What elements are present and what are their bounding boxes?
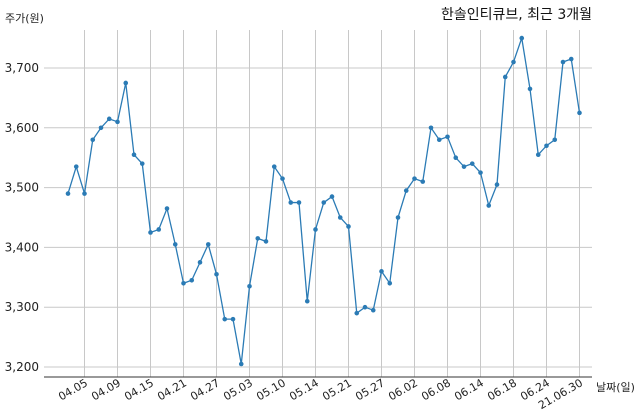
data-point bbox=[230, 316, 236, 322]
data-point bbox=[271, 164, 277, 169]
data-point bbox=[106, 116, 112, 122]
data-point bbox=[304, 298, 310, 304]
data-point bbox=[123, 80, 129, 86]
data-point bbox=[280, 176, 285, 181]
data-point bbox=[82, 191, 87, 196]
data-point bbox=[164, 206, 170, 211]
x-tick-label: 06.02 bbox=[386, 376, 420, 403]
x-tick-label: 05.10 bbox=[254, 376, 288, 403]
data-point bbox=[412, 176, 417, 181]
data-point bbox=[73, 164, 79, 169]
x-tick-label: 06.18 bbox=[485, 376, 519, 403]
data-point bbox=[115, 119, 120, 125]
data-point bbox=[552, 137, 558, 143]
x-tick-label: 05.14 bbox=[287, 376, 321, 403]
data-point bbox=[494, 182, 500, 187]
data-point bbox=[461, 164, 467, 169]
data-point bbox=[527, 86, 533, 92]
data-point bbox=[65, 191, 71, 196]
data-point bbox=[403, 188, 409, 193]
x-tick-label: 05.03 bbox=[221, 376, 255, 403]
data-point bbox=[131, 152, 137, 158]
data-point bbox=[420, 179, 426, 184]
data-point bbox=[379, 269, 384, 274]
data-point bbox=[288, 200, 294, 205]
data-point bbox=[428, 125, 434, 131]
x-tick-label: 06.08 bbox=[419, 376, 453, 403]
data-point bbox=[181, 280, 186, 286]
x-tick-label: 05.21 bbox=[320, 376, 354, 403]
data-point bbox=[321, 200, 327, 205]
data-point bbox=[362, 304, 368, 310]
data-point bbox=[238, 361, 244, 367]
data-point bbox=[354, 310, 360, 316]
data-point bbox=[313, 227, 318, 232]
x-tick-label: 04.15 bbox=[122, 376, 156, 403]
data-point bbox=[445, 134, 450, 140]
y-tick-label: 3,600 bbox=[5, 121, 39, 135]
data-point bbox=[519, 35, 525, 41]
chart-title: 한솔인티큐브, 최근 3개월 bbox=[441, 7, 592, 23]
y-tick-label: 3,300 bbox=[5, 300, 39, 314]
y-axis-label: 주가(원) bbox=[5, 12, 44, 25]
data-point bbox=[98, 125, 104, 131]
data-point bbox=[296, 200, 302, 205]
grid-lines bbox=[44, 30, 592, 377]
data-point bbox=[577, 110, 582, 116]
data-point bbox=[469, 161, 475, 166]
data-point bbox=[214, 272, 219, 277]
data-point bbox=[370, 307, 376, 313]
data-point bbox=[511, 59, 516, 65]
data-point bbox=[247, 283, 252, 289]
x-tick-label: 04.21 bbox=[155, 376, 189, 403]
data-point bbox=[156, 227, 162, 232]
y-tick-label: 3,500 bbox=[5, 181, 39, 195]
y-tick-label: 3,400 bbox=[5, 240, 39, 254]
data-point bbox=[560, 59, 566, 65]
x-axis-ticks: 04.05 04.09 04.15 04.21 04.27 05.03 05.10 05.14… bbox=[56, 376, 585, 412]
data-point bbox=[263, 239, 269, 244]
y-tick-label: 3,200 bbox=[5, 360, 39, 374]
data-point bbox=[486, 203, 492, 208]
data-point bbox=[453, 155, 459, 160]
data-point bbox=[346, 224, 351, 229]
data-point bbox=[329, 194, 335, 199]
x-tick-label: 05.27 bbox=[353, 376, 387, 403]
data-point bbox=[387, 280, 393, 286]
data-point bbox=[148, 230, 153, 235]
data-point bbox=[205, 242, 211, 247]
x-tick-label: 04.09 bbox=[89, 376, 123, 403]
x-tick-label: 04.05 bbox=[56, 376, 90, 403]
data-point bbox=[255, 236, 261, 241]
x-tick-label: 04.27 bbox=[188, 376, 222, 403]
data-point bbox=[544, 143, 549, 149]
data-point bbox=[502, 74, 508, 80]
x-axis-label: 날짜(일) bbox=[596, 380, 635, 394]
data-point bbox=[172, 242, 178, 247]
data-point bbox=[535, 152, 541, 158]
data-point bbox=[568, 56, 574, 62]
data-point bbox=[139, 161, 145, 166]
data-point bbox=[395, 215, 401, 220]
price-series-points bbox=[65, 35, 582, 367]
data-point bbox=[90, 137, 96, 143]
y-axis-ticks: 3,200 3,300 3,400 3,500 3,600 3,700 bbox=[5, 61, 39, 374]
y-tick-label: 3,700 bbox=[5, 61, 39, 75]
data-point bbox=[189, 277, 195, 283]
data-point bbox=[436, 137, 442, 143]
data-point bbox=[337, 215, 343, 220]
data-point bbox=[478, 170, 483, 175]
data-point bbox=[197, 260, 203, 265]
data-point bbox=[222, 316, 228, 322]
x-tick-label: 06.14 bbox=[452, 376, 486, 403]
